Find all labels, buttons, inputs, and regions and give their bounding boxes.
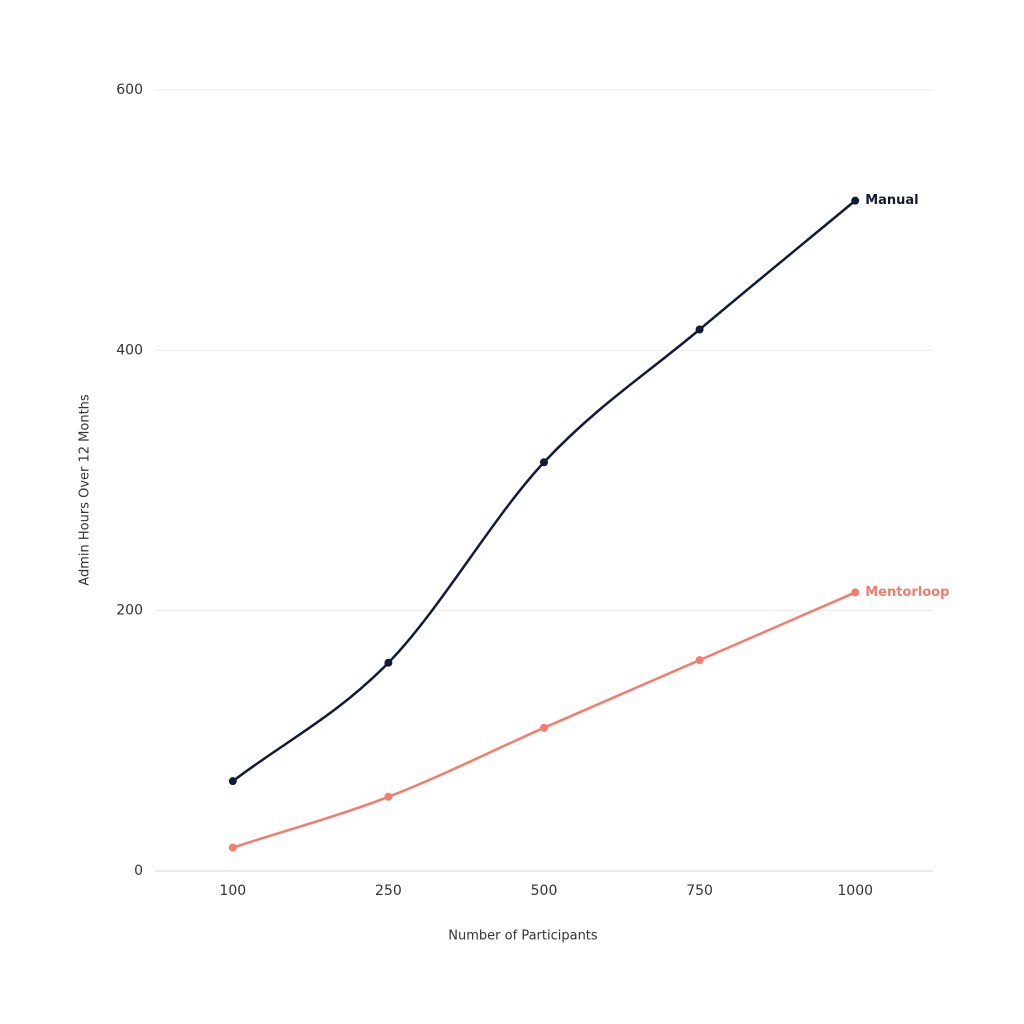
data-point xyxy=(228,843,237,852)
series-label: Manual xyxy=(865,193,918,208)
y-tick-label: 600 xyxy=(116,82,143,98)
y-tick-label: 400 xyxy=(116,342,143,358)
y-tick-label: 0 xyxy=(134,863,143,879)
series-label: Mentorloop xyxy=(865,585,949,600)
x-axis-title: Number of Participants xyxy=(448,929,598,944)
data-point xyxy=(695,656,704,665)
data-point xyxy=(540,723,548,732)
x-tick-label: 100 xyxy=(219,883,246,899)
x-tick-label: 500 xyxy=(531,883,558,899)
x-tick-label: 750 xyxy=(686,883,713,899)
data-point xyxy=(228,777,237,786)
x-tick-label: 250 xyxy=(375,883,402,899)
data-point xyxy=(851,588,860,597)
y-axis-title: Admin Hours Over 12 Months xyxy=(78,394,93,586)
x-tick-label: 1000 xyxy=(837,883,873,899)
y-tick-label: 200 xyxy=(116,603,143,619)
data-point xyxy=(695,325,704,334)
data-point xyxy=(384,792,393,801)
series-line xyxy=(232,199,856,783)
data-point xyxy=(851,196,860,205)
series-line xyxy=(232,591,856,849)
data-point xyxy=(540,458,548,467)
data-point xyxy=(384,658,393,667)
